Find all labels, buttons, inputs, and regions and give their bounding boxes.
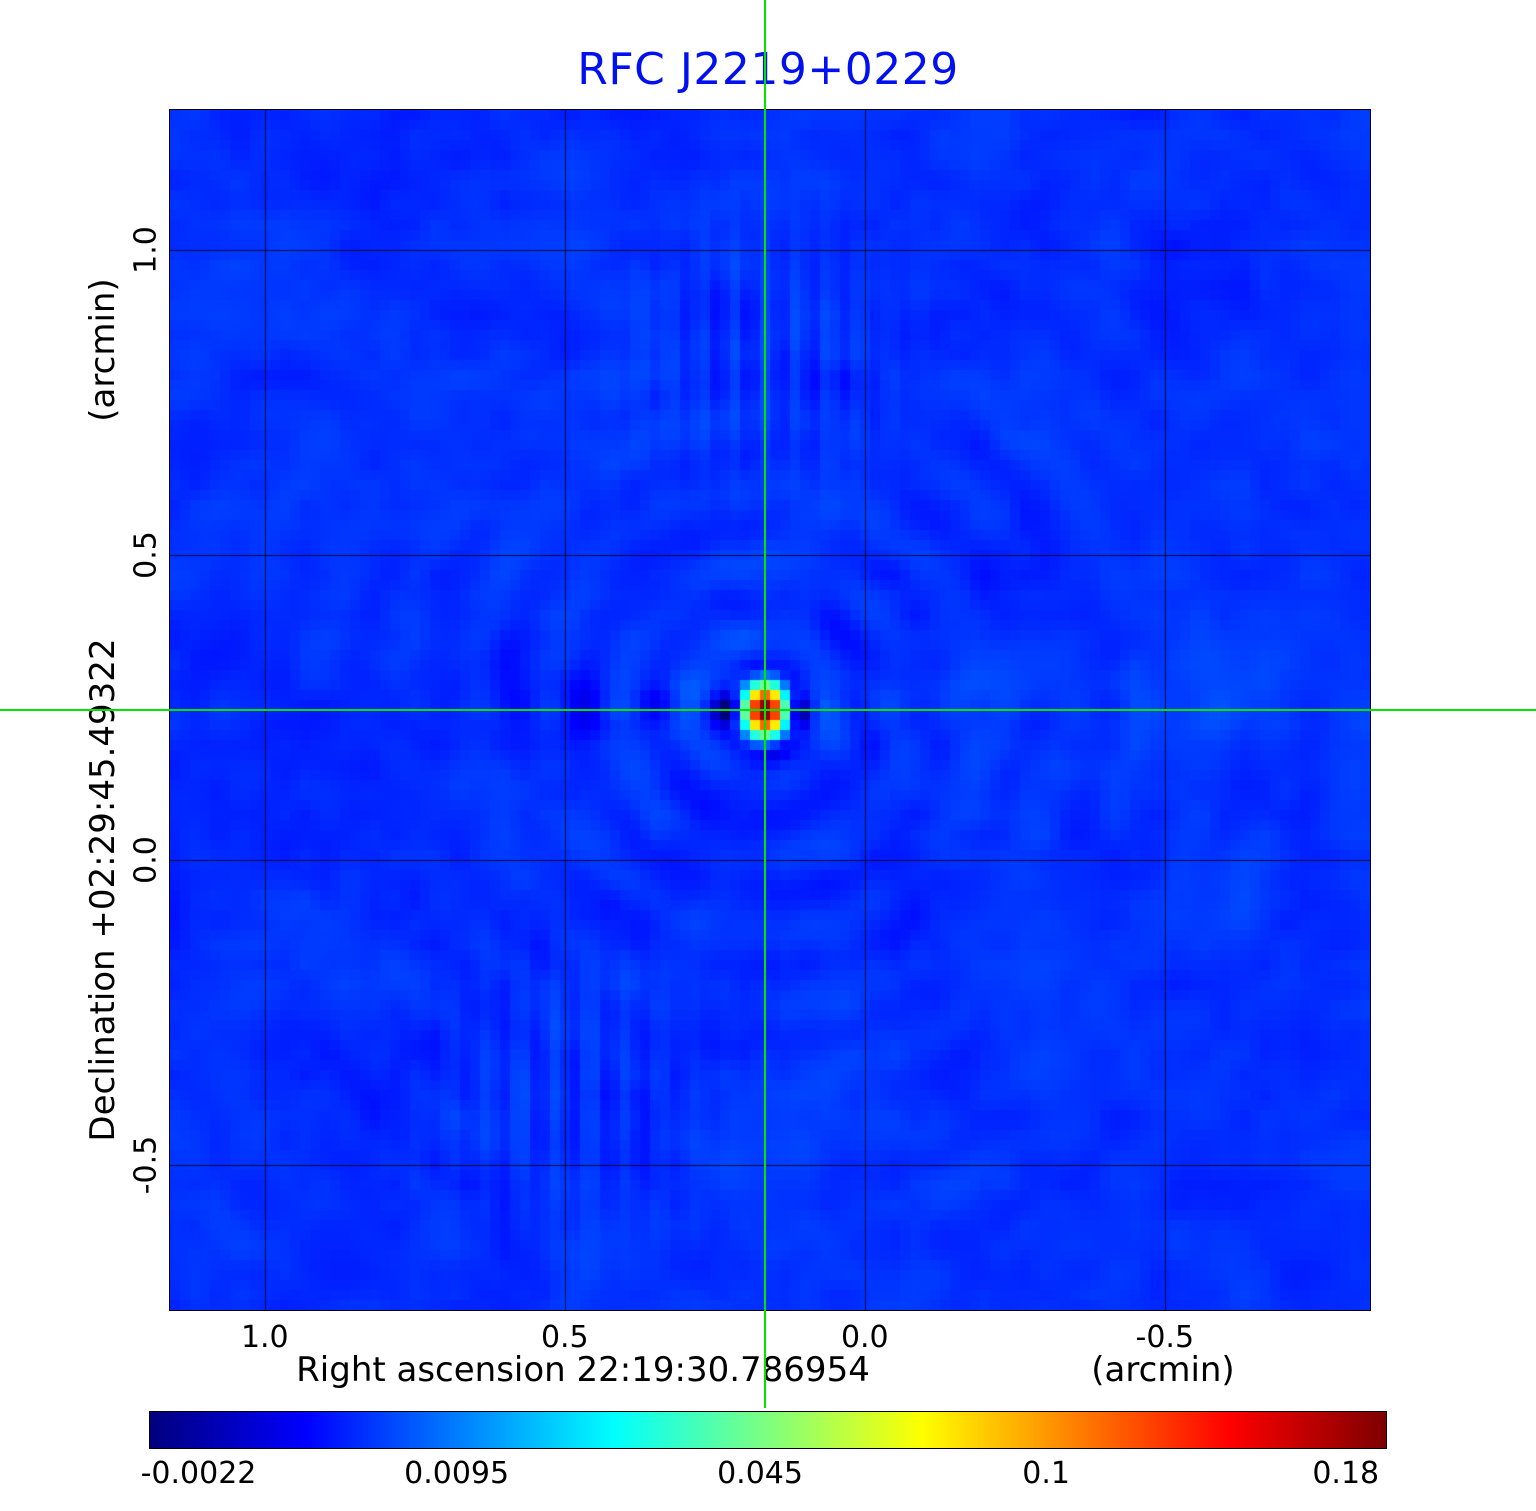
y-tick-label: 0.5 [128,531,164,579]
colorbar-tick-label: 0.1 [1022,1456,1070,1491]
sky-map [169,109,1371,1311]
x-axis-label: Right ascension 22:19:30.786954 [296,1350,870,1390]
x-tick-label: 1.0 [240,1320,289,1355]
colorbar-tick-label: 0.18 [1312,1456,1380,1491]
y-tick-label: -0.5 [128,1135,164,1195]
colorbar-tick-label: 0.0095 [404,1456,510,1491]
x-axis-unit: (arcmin) [1091,1350,1235,1390]
chart-title: RFC J2219+0229 [577,44,959,95]
y-tick-label: 1.0 [128,226,164,275]
y-axis-unit: (arcmin) [83,278,123,422]
sky-map-canvas [170,110,1370,1310]
y-axis-label: Declination +02:29:45.49322 [83,638,123,1142]
colorbar-tick-label: -0.0022 [140,1456,257,1491]
x-tick-label: -0.5 [1135,1320,1195,1355]
x-tick-label: 0.0 [840,1320,889,1355]
x-tick-label: 0.5 [540,1320,589,1355]
colorbar [149,1411,1387,1449]
colorbar-canvas [150,1412,1386,1448]
y-tick-label: 0.0 [128,836,164,884]
colorbar-tick-label: 0.045 [717,1456,803,1491]
